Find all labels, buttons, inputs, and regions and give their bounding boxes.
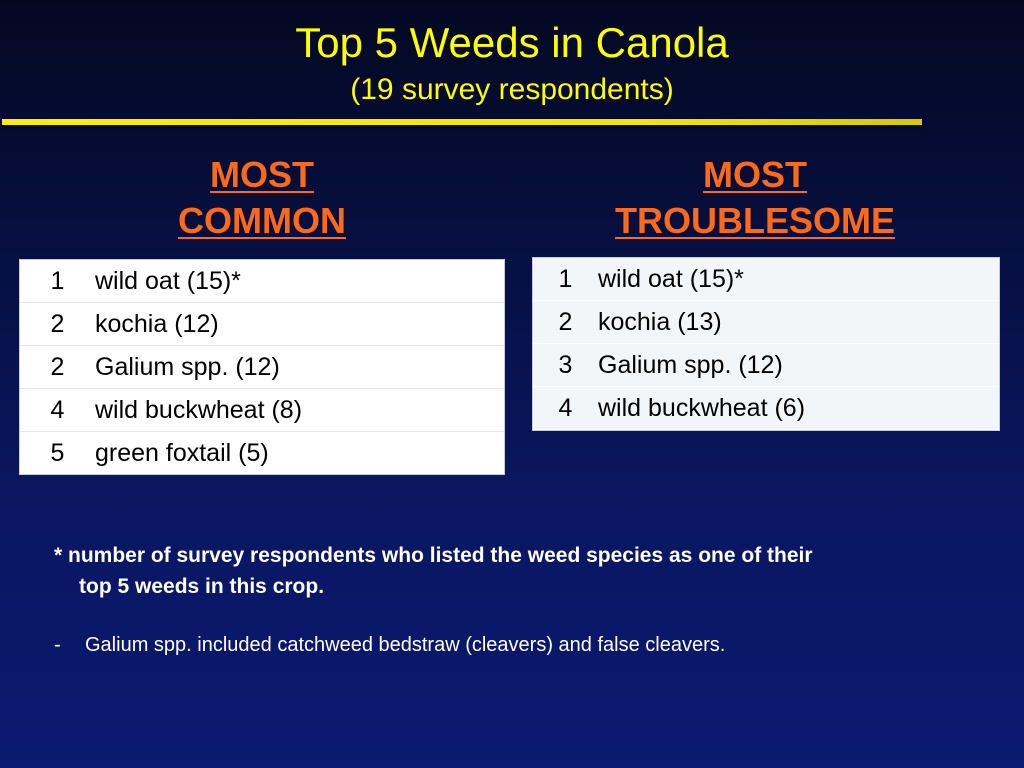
weed-name-cell: wild oat (15)* xyxy=(95,266,241,295)
most-common-heading-line1: MOST xyxy=(210,154,314,195)
most-troublesome-heading: MOST TROUBLESOME xyxy=(512,152,998,244)
rank-cell: 2 xyxy=(50,352,65,381)
galium-note: - Galium spp. included catchweed bedstra… xyxy=(54,632,994,658)
table-row: 1 wild oat (15)* xyxy=(20,260,504,303)
weed-name-cell: wild buckwheat (6) xyxy=(598,393,806,422)
table-row: 1 wild oat (15)* xyxy=(533,258,999,301)
table-row: 2 kochia (13) xyxy=(533,301,999,344)
table-row: 2 Galium spp. (12) xyxy=(20,346,504,389)
footnote-line1: * number of survey respondents who liste… xyxy=(54,544,813,567)
rank-cell: 2 xyxy=(50,309,65,338)
footnote-line2: top 5 weeds in this crop. xyxy=(79,575,325,598)
footnote: * number of survey respondents who liste… xyxy=(54,540,994,602)
note-text: Galium spp. included catchweed bedstraw … xyxy=(85,634,726,656)
weed-name-cell: wild oat (15)* xyxy=(598,264,744,293)
rank-cell: 5 xyxy=(50,438,65,467)
most-troublesome-table: 1 wild oat (15)* 2 kochia (13) 3 Galium … xyxy=(533,258,999,430)
rank-cell: 3 xyxy=(558,350,573,379)
table-row: 4 wild buckwheat (8) xyxy=(20,389,504,432)
table-row: 4 wild buckwheat (6) xyxy=(533,387,999,430)
weed-name-cell: Galium spp. (12) xyxy=(598,350,783,379)
most-troublesome-heading-line1: MOST xyxy=(703,154,807,195)
rank-cell: 4 xyxy=(558,393,573,422)
rank-cell: 2 xyxy=(558,307,573,336)
title-divider xyxy=(2,119,922,125)
weed-name-cell: wild buckwheat (8) xyxy=(95,395,303,424)
table-row: 2 kochia (12) xyxy=(20,303,504,346)
rank-cell: 1 xyxy=(50,266,65,295)
note-dash: - xyxy=(54,634,61,656)
slide-subtitle: (19 survey respondents) xyxy=(350,73,674,106)
weed-name-cell: kochia (12) xyxy=(95,309,219,338)
most-common-table: 1 wild oat (15)* 2 kochia (12) 2 Galium … xyxy=(20,260,504,474)
rank-cell: 4 xyxy=(50,395,65,424)
slide-title: Top 5 Weeds in Canola xyxy=(295,19,729,66)
table-row: 5 green foxtail (5) xyxy=(20,432,504,474)
weed-name-cell: Galium spp. (12) xyxy=(95,352,280,381)
weed-name-cell: kochia (13) xyxy=(598,307,722,336)
most-common-heading: MOST COMMON xyxy=(20,152,504,244)
most-common-heading-line2: COMMON xyxy=(178,200,346,241)
weed-name-cell: green foxtail (5) xyxy=(95,438,269,467)
most-troublesome-heading-line2: TROUBLESOME xyxy=(614,200,895,241)
table-row: 3 Galium spp. (12) xyxy=(533,344,999,387)
rank-cell: 1 xyxy=(558,264,573,293)
